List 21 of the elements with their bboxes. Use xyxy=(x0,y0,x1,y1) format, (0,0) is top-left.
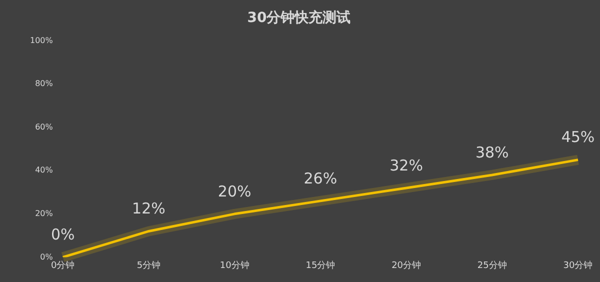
data-label: 12% xyxy=(132,200,166,218)
y-tick-label: 80% xyxy=(35,79,54,88)
x-tick-label: 30分钟 xyxy=(563,260,593,271)
x-tick-label: 5分钟 xyxy=(136,260,161,271)
y-tick-label: 20% xyxy=(35,209,54,218)
x-tick-label: 25分钟 xyxy=(477,260,507,271)
x-tick-label: 20分钟 xyxy=(392,260,422,271)
data-label: 38% xyxy=(475,143,509,162)
data-label: 26% xyxy=(304,169,338,188)
x-tick-label: 0分钟 xyxy=(51,260,75,271)
y-tick-label: 0% xyxy=(40,252,54,262)
data-label: 32% xyxy=(390,156,423,174)
data-label: 20% xyxy=(218,182,252,200)
x-tick-label: 10分钟 xyxy=(220,260,250,271)
data-label: 45% xyxy=(561,128,595,146)
y-tick-label: 40% xyxy=(35,166,54,175)
chart-title: 30分钟快充测试 xyxy=(247,9,351,26)
y-tick-label: 60% xyxy=(35,122,54,132)
data-label: 0% xyxy=(50,226,75,244)
y-tick-label: 100% xyxy=(30,36,54,45)
x-tick-label: 15分钟 xyxy=(306,260,336,271)
